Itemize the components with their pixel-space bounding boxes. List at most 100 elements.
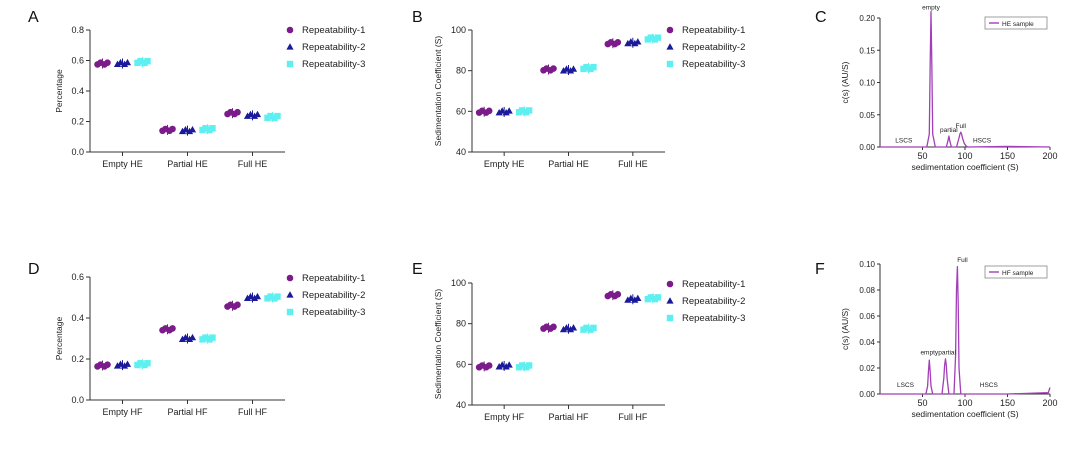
legend-label: Repeatability-2 (302, 42, 365, 53)
peak-annotation: partial (940, 127, 958, 134)
category-label: Partial HF (548, 412, 589, 422)
category-label: Partial HE (167, 159, 208, 169)
marker-series1-legend (286, 26, 294, 34)
marker-series1-1 (550, 323, 557, 331)
x-tick-label: 50 (917, 151, 927, 161)
legend-label: HE sample (1002, 21, 1034, 28)
peak-annotation: HSCS (973, 137, 992, 144)
y-tick-label: 80 (456, 66, 466, 76)
marker-series3-0 (137, 360, 144, 367)
panel-label: D (28, 261, 40, 278)
y-tick-label: 0.0 (71, 147, 84, 157)
distribution-curve (880, 10, 1051, 148)
x-tick-label: 100 (957, 151, 972, 161)
y-tick-label: 0.15 (859, 46, 875, 55)
category-label: Full HE (238, 159, 268, 169)
y-axis-label: Percentage (54, 316, 64, 360)
x-tick-label: 150 (1000, 398, 1015, 408)
category-label: Full HE (618, 159, 648, 169)
peak-annotation: empty (922, 5, 940, 12)
panel-label: F (815, 261, 825, 278)
marker-series3-0 (518, 362, 526, 369)
legend-label: Repeatability-3 (302, 59, 365, 70)
x-axis-label: sedimentation coefficient (S) (911, 162, 1018, 172)
marker-series2-legend (666, 297, 674, 304)
y-axis-label: c(s) (AU/S) (840, 61, 850, 103)
category-label: Full HF (618, 412, 648, 422)
y-axis-label: Percentage (54, 69, 64, 113)
legend-label: Repeatability-1 (682, 279, 745, 290)
legend-label: Repeatability-1 (302, 273, 365, 284)
marker-series3-legend (286, 60, 294, 68)
marker-series3-1 (590, 63, 597, 71)
marker-series3-legend (666, 314, 674, 322)
legend-label: Repeatability-3 (302, 307, 365, 318)
marker-series3-2 (267, 112, 274, 120)
y-tick-label: 60 (456, 359, 466, 369)
legend-label: Repeatability-3 (682, 59, 745, 70)
legend-box (984, 265, 1048, 279)
x-tick-label: 150 (1000, 151, 1015, 161)
category-label: Empty HE (102, 159, 143, 169)
y-tick-label: 0.2 (71, 117, 84, 127)
marker-series1-1 (169, 325, 176, 332)
marker-series3-0 (137, 57, 144, 65)
marker-series3-1 (209, 125, 216, 132)
category-label: Empty HF (102, 407, 143, 417)
marker-series3-1 (202, 334, 209, 341)
panel-e: E 40 60 80 100 Sedimentation Coefficient (S) E… (412, 261, 745, 422)
marker-series3-1 (583, 63, 590, 71)
marker-series1-0 (485, 107, 493, 115)
marker-series1-2 (614, 291, 622, 298)
x-axis-label: sedimentation coefficient (S) (911, 409, 1018, 419)
marker-series3-2 (654, 294, 662, 301)
y-tick-label: 0.00 (859, 390, 875, 399)
y-tick-label: 40 (456, 400, 466, 410)
marker-series3-2 (647, 34, 655, 41)
marker-series1-0 (104, 59, 111, 66)
marker-series3-1 (583, 324, 590, 332)
marker-series2-legend (286, 291, 294, 298)
peak-annotation: LSCS (897, 382, 915, 389)
marker-series1-legend (666, 280, 674, 288)
marker-series3-0 (525, 362, 533, 369)
panel-label: A (28, 9, 39, 26)
y-axis-label: c(s) (AU/S) (840, 308, 850, 350)
y-tick-label: 0.8 (71, 25, 84, 35)
marker-series3-0 (518, 107, 526, 114)
y-tick-label: 0.08 (859, 286, 875, 295)
y-tick-label: 100 (451, 25, 466, 35)
y-tick-label: 80 (456, 319, 466, 329)
marker-series2-legend (666, 43, 674, 50)
marker-series1-0 (485, 362, 493, 369)
y-tick-label: 0.2 (71, 354, 84, 364)
marker-series1-2 (234, 108, 241, 116)
y-tick-label: 0.00 (859, 143, 875, 152)
y-tick-label: 0.06 (859, 312, 875, 321)
legend-label: Repeatability-2 (682, 42, 745, 53)
peak-annotation: Full (957, 257, 968, 264)
y-tick-label: 0.10 (859, 260, 875, 269)
marker-series3-legend (666, 60, 674, 68)
category-label: Empty HE (484, 159, 525, 169)
peak-annotation: HSCS (980, 382, 999, 389)
x-tick-label: 200 (1042, 398, 1057, 408)
marker-series1-1 (169, 125, 176, 133)
marker-series3-0 (144, 360, 151, 367)
panel-f: F 0.00 0.02 0.04 0.06 0.08 0.10 50 100 150 200 sedi… (815, 257, 1058, 419)
y-tick-label: 0.6 (71, 272, 84, 282)
y-tick-label: 0.02 (859, 364, 875, 373)
panel-c: C 0.00 0.05 0.10 0.15 0.20 50 100 150 200 sediment… (815, 5, 1058, 172)
x-tick-label: 100 (957, 398, 972, 408)
category-label: Full HF (238, 407, 268, 417)
y-tick-label: 0.6 (71, 56, 84, 66)
category-label: Empty HF (484, 412, 525, 422)
legend-label: Repeatability-2 (302, 290, 365, 301)
marker-series1-legend (666, 26, 674, 34)
marker-series3-1 (590, 324, 597, 332)
marker-series1-2 (614, 39, 622, 46)
panel-label: B (412, 9, 423, 26)
panel-label: C (815, 9, 827, 26)
y-axis-label: Sedimentation Coefficient (S) (433, 36, 443, 147)
